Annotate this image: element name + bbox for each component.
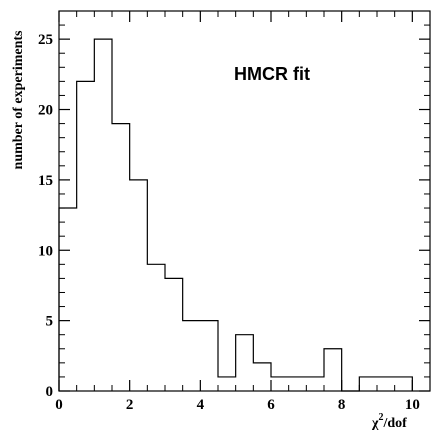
histogram-outline [58, 38, 413, 392]
x-tick-labels: 0 2 4 6 8 10 [55, 397, 420, 413]
x-tick-label: 8 [338, 397, 346, 413]
x-tick-label: 2 [126, 397, 134, 413]
histogram-bin [359, 377, 377, 391]
x-axis-title-rest: /dof [382, 416, 407, 431]
y-tick-label: 10 [38, 243, 53, 259]
histogram-bin [324, 349, 342, 391]
histogram-bin [94, 39, 112, 391]
histogram-bin [271, 377, 289, 391]
y-tick-label: 20 [38, 103, 53, 119]
x-axis-title: χ2/dof [371, 412, 407, 431]
histogram-bin [130, 180, 148, 391]
histogram-bin [165, 278, 183, 391]
histogram-bin [147, 264, 165, 391]
histogram-bin [236, 335, 254, 391]
histogram-bin [395, 377, 413, 391]
histogram-bin [306, 377, 324, 391]
plot-frame [58, 10, 431, 392]
histogram-bin [59, 208, 77, 391]
histogram-bin [183, 321, 201, 391]
x-axis-title-chi: χ [371, 416, 379, 431]
histogram-bin [112, 124, 130, 391]
y-tick-labels: 0 5 10 15 20 25 [38, 32, 53, 400]
histogram-bin [377, 377, 395, 391]
y-tick-label: 15 [38, 173, 53, 189]
y-tick-label: 5 [46, 314, 54, 330]
x-tick-label: 6 [267, 397, 275, 413]
histogram-bin [200, 321, 218, 391]
histogram-bin [77, 81, 95, 391]
y-tick-label: 25 [38, 32, 53, 48]
x-axis-title-sup: 2 [378, 412, 383, 423]
histogram-bin [289, 377, 307, 391]
y-axis-title: number of experiments [11, 30, 26, 169]
x-tick-label: 10 [405, 397, 420, 413]
histogram-bin [218, 377, 236, 391]
x-tick-label: 4 [197, 397, 205, 413]
x-tick-label: 0 [55, 397, 63, 413]
minor-ticks [59, 10, 431, 391]
y-tick-label: 0 [46, 384, 54, 400]
histogram-bin [253, 363, 271, 391]
annotation-label: HMCR fit [234, 64, 310, 84]
